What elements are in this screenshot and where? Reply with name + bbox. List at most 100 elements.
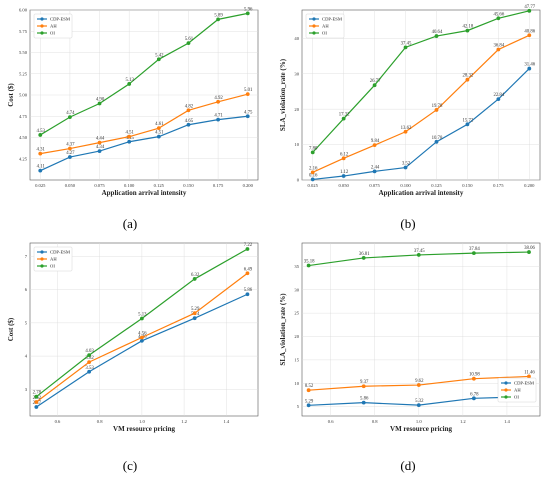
data-point xyxy=(245,292,250,297)
series-ah: 2.16 6.12 9.84 13.62 19.78 28.32 36.84 40.86 xyxy=(309,29,536,175)
x-tick-label: 0.200 xyxy=(524,183,535,188)
data-label: 5.86 xyxy=(360,397,369,402)
panel-label: (c) xyxy=(123,458,137,473)
panel-label: (d) xyxy=(400,458,415,473)
x-tick-label: 1.0 xyxy=(416,419,422,424)
panel-label: (a) xyxy=(123,216,137,231)
x-tick-label: 0.125 xyxy=(431,183,442,188)
chart-panel-4: 5 10 15 20 25 30 35 0.6 0.8 1.0 1.2 1.4 VM resource … xyxy=(279,242,541,473)
x-tick-label: 0.050 xyxy=(65,183,76,188)
data-point xyxy=(372,83,377,88)
legend: CDP-ESM AH OI xyxy=(33,13,73,39)
legend-marker xyxy=(40,31,44,35)
data-label: 4.65 xyxy=(185,119,194,124)
data-label: 9.37 xyxy=(360,380,369,385)
data-point xyxy=(471,251,476,255)
data-point xyxy=(192,311,197,316)
data-label: 4.34 xyxy=(96,145,105,150)
y-tick-label: 10 xyxy=(294,142,299,147)
data-label: 5.01 xyxy=(244,88,253,93)
y-axis-label: SLA_violation_rate (%) xyxy=(279,293,287,366)
data-label: 3.52 xyxy=(402,162,411,167)
data-label: 5.42 xyxy=(155,53,164,58)
data-point xyxy=(496,97,501,102)
data-point xyxy=(127,139,132,144)
data-point xyxy=(403,165,408,170)
data-point xyxy=(245,11,250,16)
data-point xyxy=(403,45,408,50)
data-label: 4.27 xyxy=(66,151,75,156)
data-label: 13.62 xyxy=(401,126,412,131)
data-label: 17.32 xyxy=(339,113,350,118)
data-point xyxy=(527,33,532,38)
data-point xyxy=(416,253,421,257)
legend-marker xyxy=(504,381,508,385)
data-label: 5.13 xyxy=(138,313,147,318)
data-point xyxy=(306,403,311,408)
data-point xyxy=(434,34,439,38)
y-tick-label: 25 xyxy=(294,311,299,316)
data-point xyxy=(245,92,250,97)
data-point xyxy=(87,353,92,358)
series-oi: 7.80 17.32 26.77 37.45 40.64 42.18 45.66 47.77 xyxy=(309,5,536,155)
data-point xyxy=(527,66,532,71)
data-point xyxy=(341,116,346,121)
data-label: 11.46 xyxy=(524,370,535,375)
data-label: 0.16 xyxy=(309,173,318,178)
legend-box xyxy=(33,13,73,39)
panel-label: (b) xyxy=(400,216,415,231)
data-point xyxy=(306,263,311,268)
legend-marker xyxy=(312,24,316,28)
data-point xyxy=(372,169,377,174)
series-ah: 4.31 4.37 4.44 4.51 4.61 4.82 4.92 5.01 xyxy=(37,88,253,156)
data-label: 4.53 xyxy=(37,129,46,134)
legend-label: CDP-ESM xyxy=(322,17,342,22)
data-point xyxy=(38,151,43,156)
data-point xyxy=(97,149,102,154)
x-tick-label: 0.150 xyxy=(462,183,473,188)
data-label: 15.72 xyxy=(463,118,474,123)
legend-label: OI xyxy=(322,31,327,36)
data-point xyxy=(527,250,531,254)
legend-marker xyxy=(40,264,44,268)
legend-label: OI xyxy=(50,31,55,36)
legend-box xyxy=(497,377,537,403)
x-tick-label: 0.100 xyxy=(124,183,135,188)
y-tick-label: 7 xyxy=(25,254,28,259)
series-cdp-esm: 4.114.274.344.454.514.654.714.75 xyxy=(37,110,253,173)
data-label: 10.78 xyxy=(432,136,443,141)
data-point xyxy=(139,335,144,340)
data-label: 5.96 xyxy=(244,7,253,12)
data-point xyxy=(68,155,72,159)
series-line xyxy=(40,93,248,155)
data-label: 5.61 xyxy=(185,37,194,42)
data-label: 5.29 xyxy=(191,307,200,312)
data-point xyxy=(245,114,250,119)
legend-marker xyxy=(40,24,44,28)
legend-marker xyxy=(40,17,44,21)
data-point xyxy=(216,17,221,22)
legend-marker xyxy=(312,31,316,35)
data-label: 4.71 xyxy=(214,114,223,119)
x-tick-label: 1.4 xyxy=(223,419,229,424)
data-point xyxy=(38,168,43,173)
data-label: 28.32 xyxy=(463,74,474,79)
y-axis-label: SLA_violation_rate (%) xyxy=(279,58,287,131)
data-label: 47.77 xyxy=(524,5,535,10)
data-point xyxy=(127,82,132,86)
data-point xyxy=(139,316,144,321)
data-label: 4.03 xyxy=(85,349,94,354)
data-label: 4.51 xyxy=(155,131,164,136)
x-axis-label: VM resource pricing xyxy=(113,425,175,433)
y-tick-label: 30 xyxy=(294,71,299,76)
data-label: 5.89 xyxy=(214,13,223,18)
data-point xyxy=(34,394,39,399)
x-tick-label: 0.175 xyxy=(493,183,504,188)
data-point xyxy=(186,41,191,46)
legend-label: AH xyxy=(514,388,521,393)
series-ah: 8.52 9.37 9.62 10.98 11.46 xyxy=(305,370,535,393)
data-label: 26.77 xyxy=(370,79,381,84)
x-tick-label: 0.6 xyxy=(328,419,334,424)
data-label: 4.51 xyxy=(125,131,134,136)
